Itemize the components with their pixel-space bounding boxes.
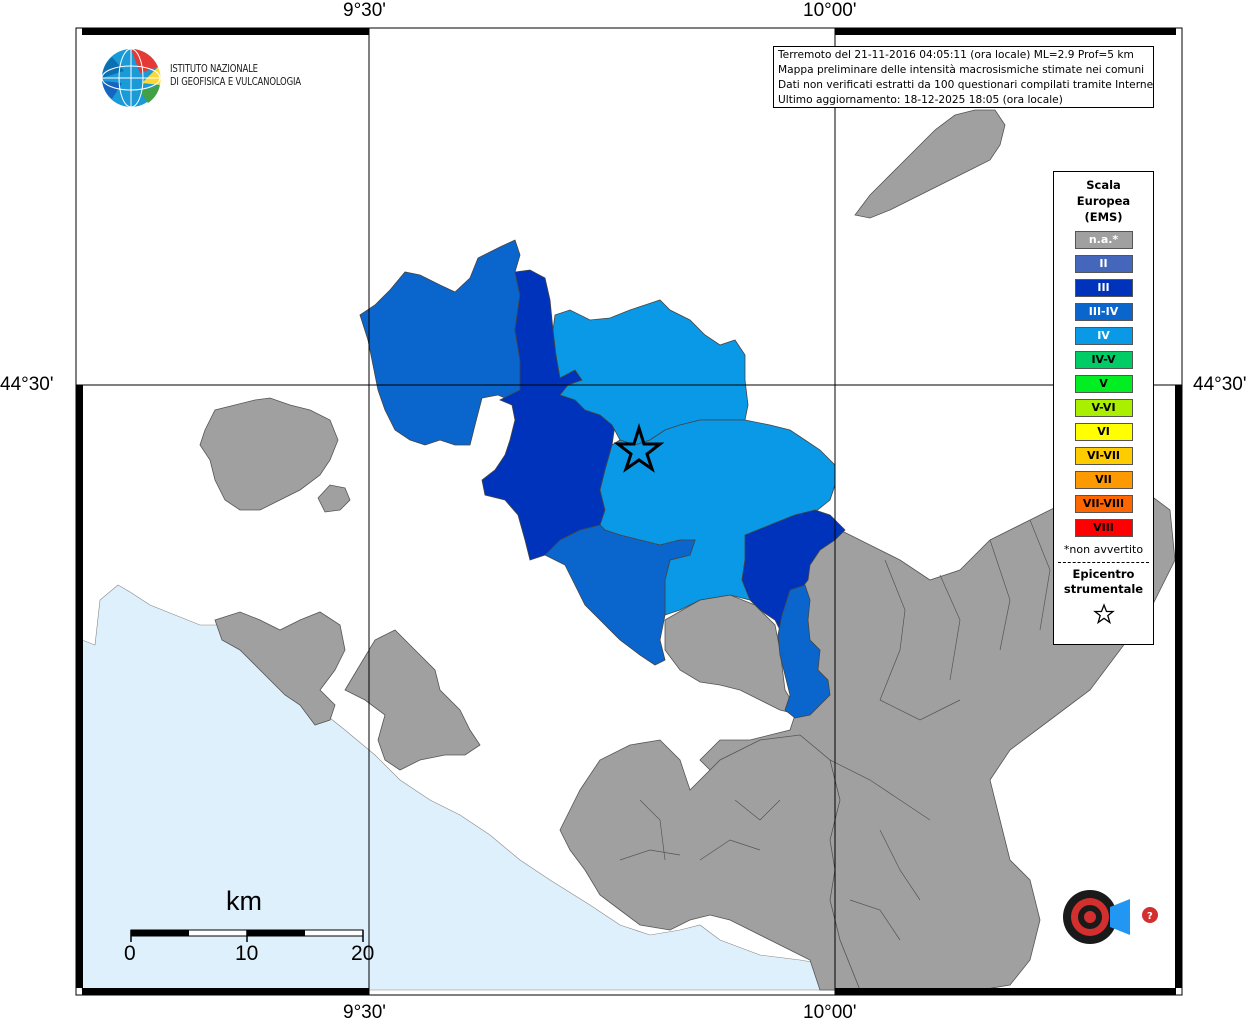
info-line-2: Mappa preliminare delle intensità macros… (778, 64, 1145, 76)
ingv-logo-text: ISTITUTO NAZIONALE DI GEOFISICA E VULCAN… (170, 63, 301, 88)
region-na-south (559, 734, 861, 991)
region-na-small (317, 484, 351, 513)
haisentito-logo: ? (1030, 855, 1175, 980)
frame-bar-right (1175, 385, 1182, 988)
info-line-1: Terremoto del 21-11-2016 04:05:11 (ora l… (778, 49, 1134, 61)
haisentito-target-icon: ? (1063, 890, 1158, 944)
legend-item-iv-v: IV-V (1074, 351, 1133, 369)
legend-item-vii-viii: VII-VIII (1074, 495, 1133, 513)
region-na-cinqueterre (344, 629, 481, 771)
region-na-southwest (214, 611, 346, 726)
legend-item-vi-vii: VI-VII (1074, 447, 1133, 465)
svg-text:?: ? (1147, 911, 1153, 922)
ingv-globe-icon (101, 48, 161, 108)
event-info-box: Terremoto del 21-11-2016 04:05:11 (ora l… (773, 46, 1154, 108)
info-line-3: Dati non verificati estratti da 100 ques… (778, 79, 1154, 91)
scale-label-0: 0 (124, 942, 136, 965)
frame-bar-bottom-2 (835, 988, 1176, 995)
lon-label-bottom-1000: 10°00' (803, 1002, 857, 1023)
frame-bar-top-2 (835, 28, 1176, 35)
frame-bar-top-1 (82, 28, 369, 35)
legend-item-ii: II (1074, 255, 1133, 273)
scale-bar-seg3 (247, 930, 305, 936)
region-ems-III-IV-sw (544, 524, 696, 666)
frame-bar-bottom-1 (82, 988, 369, 995)
scale-label-20: 20 (351, 942, 375, 965)
legend-item-viii: VIII (1074, 519, 1133, 537)
ems-legend: Scala Europea (EMS) n.a.* II III III-IV IV IV… (1053, 171, 1154, 645)
legend-item-iii: III (1074, 279, 1133, 297)
ingv-logo: ISTITUTO NAZIONALE DI GEOFISICA E VULCAN… (100, 47, 340, 109)
frame-bar-left (76, 385, 83, 988)
legend-item-vi: VI (1074, 423, 1133, 441)
legend-separator (1058, 562, 1149, 563)
lat-label-left: 44°30' (0, 374, 54, 395)
legend-title: Scala Europea (EMS) (1076, 178, 1131, 224)
scale-label-10: 10 (235, 942, 259, 965)
lon-label-top-930: 9°30' (343, 0, 386, 21)
scale-unit: km (226, 886, 262, 916)
lon-label-top-1000: 10°00' (803, 0, 857, 21)
info-line-4: Ultimo aggiornamento: 18-12-2025 18:05 (… (778, 94, 1063, 106)
legend-items: n.a.* II III III-IV IV IV-V V V-VI VI VI-VII VII VI… (1054, 231, 1153, 537)
legend-epicenter-label: Epicentro strumentale (1063, 567, 1144, 596)
lon-label-bottom-930: 9°30' (343, 1002, 386, 1023)
lat-label-right: 44°30' (1193, 374, 1247, 395)
region-ems-III-IV-se (777, 584, 831, 719)
legend-item-iv: IV (1074, 327, 1133, 345)
legend-item-vii: VII (1074, 471, 1133, 489)
region-na-northeast (854, 109, 1006, 219)
scale-bar-seg1 (131, 930, 189, 936)
epicenter-star (613, 422, 665, 473)
legend-epicenter-star-icon (1054, 603, 1153, 629)
legend-item-v-vi: V-VI (1074, 399, 1133, 417)
legend-item-iii-iv: III-IV (1074, 303, 1133, 321)
legend-note: *non avvertito (1063, 543, 1144, 556)
boundary-lines (619, 519, 1051, 941)
legend-item-na: n.a.* (1074, 231, 1133, 249)
region-na-west (199, 397, 339, 511)
legend-item-v: V (1074, 375, 1133, 393)
